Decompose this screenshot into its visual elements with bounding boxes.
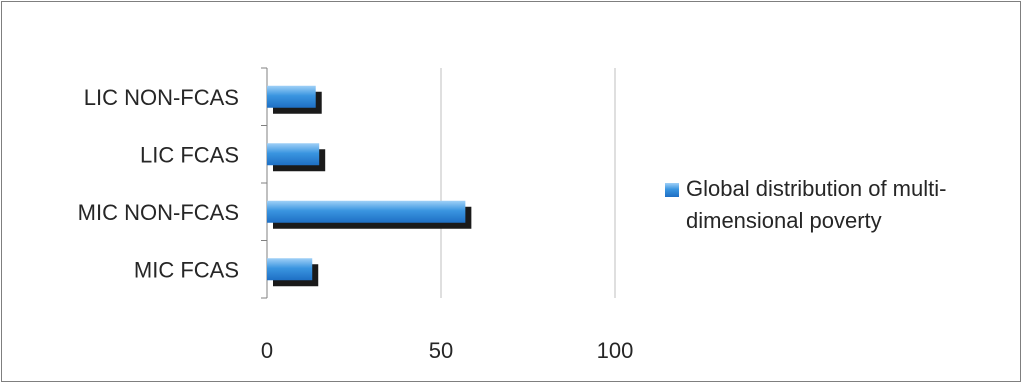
y-tick-label: MIC NON-FCAS bbox=[78, 200, 239, 225]
bar bbox=[267, 143, 320, 166]
gridlines bbox=[440, 68, 616, 298]
legend-label-line-2: dimensional poverty bbox=[686, 208, 882, 233]
y-tick-label: LIC NON-FCAS bbox=[84, 85, 239, 110]
y-tick-label: MIC FCAS bbox=[134, 257, 239, 282]
x-tick-label: 0 bbox=[261, 338, 273, 363]
legend-label-line-1: Global distribution of multi- bbox=[686, 176, 946, 201]
axis-labels: 0 50 100 MIC FCAS MIC NON-FCAS LIC FCAS LIC NO… bbox=[78, 85, 634, 363]
category-axis bbox=[261, 67, 268, 299]
bar bbox=[267, 85, 316, 108]
y-tick-label: LIC FCAS bbox=[140, 142, 239, 167]
x-tick-label: 50 bbox=[429, 338, 453, 363]
legend: Global distribution of multi- dimensiona… bbox=[665, 176, 946, 233]
bar bbox=[267, 258, 313, 281]
bar bbox=[267, 200, 466, 223]
bars bbox=[267, 85, 472, 287]
x-tick-label: 100 bbox=[597, 338, 634, 363]
legend-swatch bbox=[665, 183, 679, 197]
